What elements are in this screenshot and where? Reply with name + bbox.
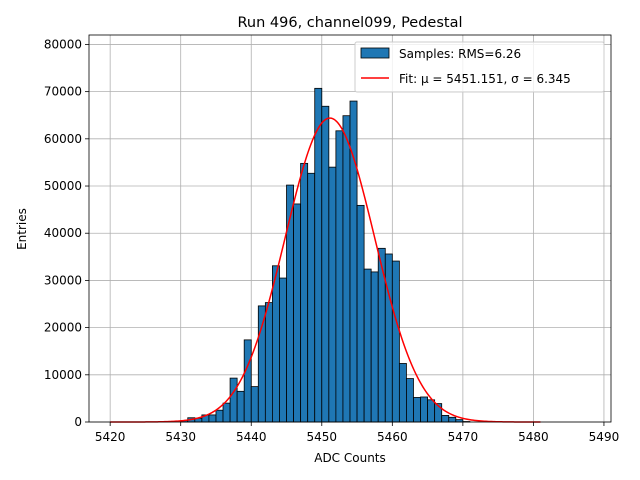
legend-box: [354, 41, 605, 93]
legend-swatch-samples: [360, 47, 390, 59]
y-tick-label: 50000: [44, 179, 82, 193]
x-tick-label: 5480: [518, 430, 549, 444]
y-tick-label: 70000: [44, 85, 82, 99]
plot-frame: [88, 34, 612, 423]
histogram-bar: [215, 409, 224, 423]
axis-ticks: 5420 5430 5440 5450 5460 5470 5480 5490 0 10000 20…: [44, 37, 619, 444]
histogram-bar: [342, 115, 351, 423]
histogram-bar: [356, 204, 365, 423]
x-tick-label: 5430: [165, 430, 196, 444]
legend-fit-sigma: σ = 6.345: [511, 72, 571, 86]
y-tick-label: 60000: [44, 132, 82, 146]
histogram-bar: [300, 162, 309, 423]
histogram-bar: [363, 268, 372, 423]
histogram-bar: [243, 339, 252, 423]
histogram-bar: [391, 260, 400, 423]
x-tick-label: 5460: [377, 430, 408, 444]
x-tick-label: 5470: [448, 430, 479, 444]
histogram-bar: [398, 363, 407, 423]
histogram-bar: [321, 105, 330, 423]
histogram-bar: [229, 377, 238, 423]
y-tick-label: 0: [74, 415, 82, 429]
y-axis-label: Entries: [15, 208, 29, 250]
histogram-bar: [222, 402, 231, 423]
y-tick-label: 20000: [44, 321, 82, 335]
histogram-bar: [236, 390, 245, 423]
histogram-bar: [413, 397, 421, 423]
histogram-bar: [448, 416, 457, 423]
y-tick-label: 10000: [44, 368, 82, 382]
histogram-bar: [279, 277, 287, 423]
histogram-bar: [250, 386, 259, 423]
histogram-bars: [180, 87, 471, 423]
y-tick-label: 80000: [44, 37, 82, 51]
histogram-bar: [257, 305, 266, 423]
x-axis-label: ADC Counts: [314, 451, 386, 465]
histogram-bar: [441, 414, 450, 423]
legend: Samples: RMS=6.26 Fit: μ = 5451.151, σ =…: [354, 41, 605, 93]
legend-fit-mu: μ = 5451.151: [421, 72, 504, 86]
histogram-bar: [384, 253, 393, 423]
histogram-bar: [427, 399, 436, 423]
gaussian-fit-curve: [110, 117, 541, 423]
histogram-bar: [406, 378, 414, 423]
histogram-bar: [420, 396, 428, 423]
histogram-bar: [314, 87, 323, 423]
x-tick-label: 5490: [589, 430, 620, 444]
histogram-bar: [370, 271, 379, 423]
legend-fit-prefix: Fit:: [399, 72, 421, 86]
x-tick-label: 5450: [307, 430, 338, 444]
chart-title: Run 496, channel099, Pedestal: [237, 15, 462, 31]
histogram-bar: [208, 414, 217, 423]
legend-label-fit: Fit: μ = 5451.151, σ = 6.345: [399, 72, 571, 86]
legend-label-samples: Samples: RMS=6.26: [399, 47, 521, 61]
histogram-bar: [335, 130, 344, 423]
histogram-bar: [264, 302, 273, 423]
legend-fit-separator: ,: [504, 72, 512, 86]
y-tick-label: 30000: [44, 273, 82, 287]
histogram-bar: [272, 265, 280, 423]
y-tick-label: 40000: [44, 226, 82, 240]
x-tick-label: 5440: [236, 430, 267, 444]
histogram-bar: [328, 166, 337, 423]
x-tick-label: 5420: [95, 430, 126, 444]
histogram-bar: [293, 203, 302, 423]
histogram-bar: [307, 172, 316, 423]
